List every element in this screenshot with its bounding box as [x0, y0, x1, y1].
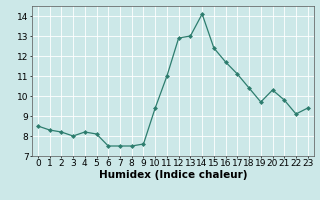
X-axis label: Humidex (Indice chaleur): Humidex (Indice chaleur) [99, 170, 247, 180]
